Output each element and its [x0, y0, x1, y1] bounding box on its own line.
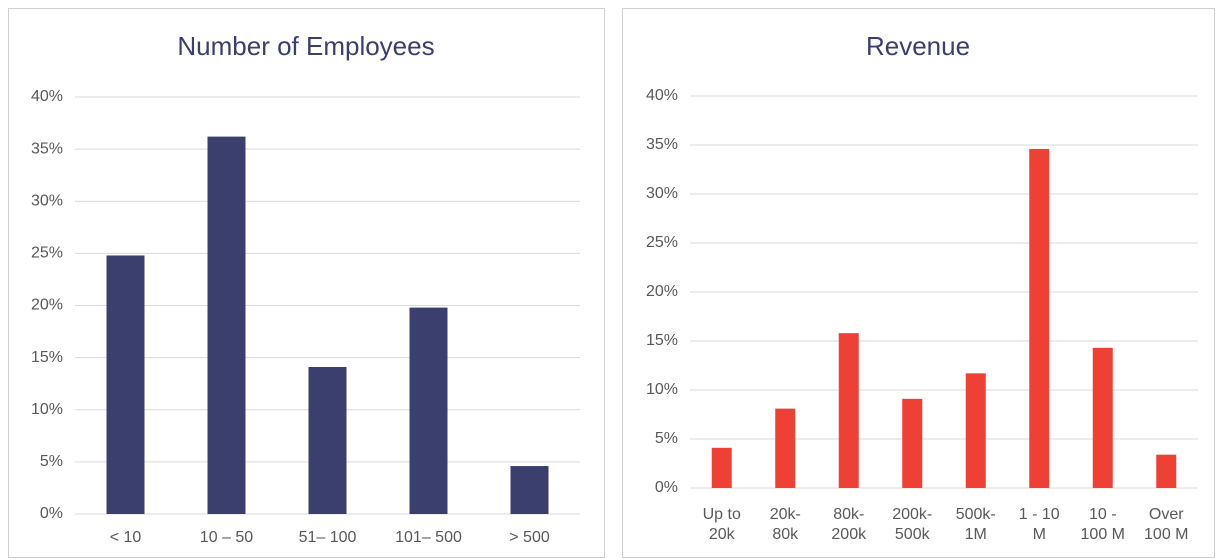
x-tick-label: 10 - — [1089, 506, 1117, 523]
y-tick-label: 40% — [646, 87, 678, 104]
x-tick-label: 20k — [709, 526, 736, 543]
bar — [106, 255, 145, 514]
y-tick-label: 40% — [31, 88, 63, 105]
x-tick-label: Over — [1149, 506, 1184, 523]
x-tick-label: 100 M — [1081, 526, 1125, 543]
y-tick-label: 25% — [31, 245, 63, 262]
x-tick-label: 1M — [965, 526, 987, 543]
y-tick-label: 35% — [646, 136, 678, 153]
x-tick-label: Up to — [703, 506, 741, 523]
bar — [409, 307, 448, 514]
y-tick-label: 25% — [646, 234, 678, 251]
bar — [510, 466, 549, 514]
x-tick-label: 200k- — [892, 506, 932, 523]
y-tick-label: 35% — [31, 140, 63, 157]
x-tick-label: 100 M — [1144, 526, 1188, 543]
x-tick-label: > 500 — [509, 529, 550, 546]
y-tick-label: 5% — [655, 430, 678, 447]
x-tick-label: 10 – 50 — [200, 529, 253, 546]
bar — [1029, 148, 1050, 489]
x-tick-label: 51– 100 — [299, 529, 357, 546]
x-tick-label: 500k- — [956, 506, 996, 523]
y-tick-label: 15% — [646, 332, 678, 349]
y-tick-label: 15% — [31, 349, 63, 366]
chart-title: Revenue — [866, 31, 970, 61]
x-tick-label: 80k — [772, 526, 799, 543]
chart-title: Number of Employees — [177, 31, 434, 61]
y-tick-label: 30% — [646, 185, 678, 202]
y-tick-label: 10% — [646, 381, 678, 398]
bar — [965, 373, 986, 488]
bar — [207, 136, 246, 515]
bar — [838, 333, 859, 488]
y-tick-label: 30% — [31, 192, 63, 209]
bar — [775, 408, 796, 488]
x-tick-label: < 10 — [110, 529, 142, 546]
y-tick-label: 0% — [655, 479, 678, 496]
x-tick-label: 200k — [831, 526, 867, 543]
bar — [711, 447, 732, 488]
y-tick-label: 5% — [40, 453, 63, 470]
x-tick-label: M — [1033, 526, 1046, 543]
bar — [902, 398, 923, 488]
x-tick-label: 1 - 10 — [1019, 506, 1060, 523]
y-tick-label: 10% — [31, 401, 63, 418]
y-tick-label: 20% — [646, 283, 678, 300]
y-tick-label: 20% — [31, 297, 63, 314]
bar — [308, 367, 347, 514]
x-tick-label: 500k — [895, 526, 931, 543]
y-tick-label: 0% — [40, 505, 63, 522]
x-tick-label: 101– 500 — [395, 529, 462, 546]
x-tick-label: 20k- — [770, 506, 801, 523]
x-tick-label: 80k- — [833, 506, 864, 523]
bar — [1092, 347, 1113, 488]
bar — [1156, 454, 1177, 488]
